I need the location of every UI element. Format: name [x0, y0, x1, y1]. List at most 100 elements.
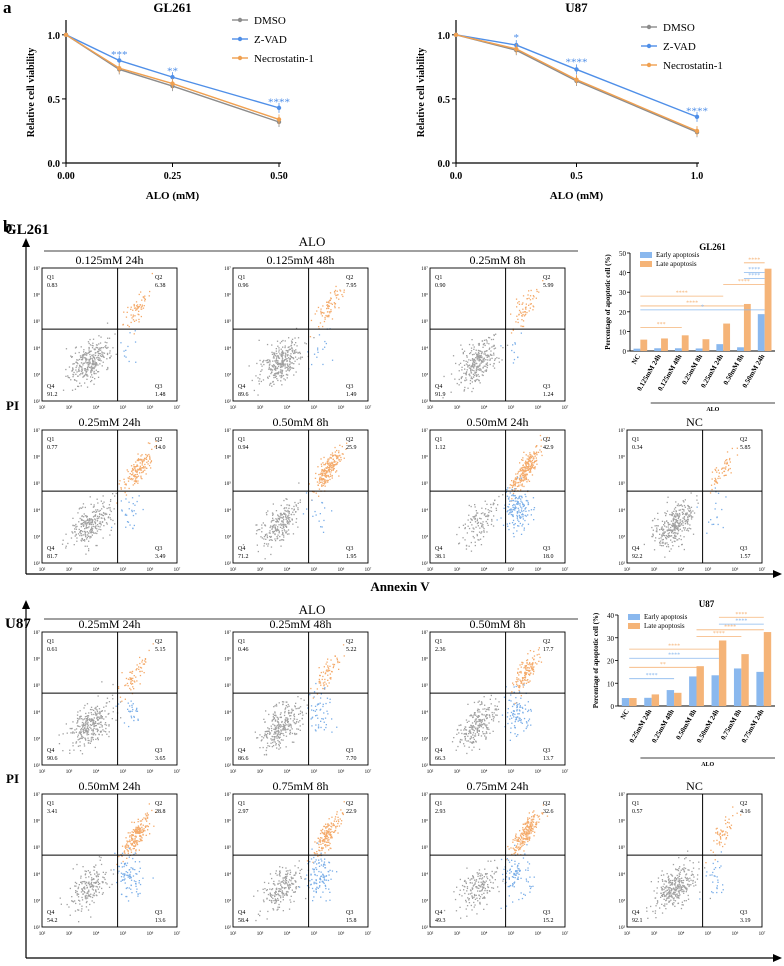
- cell-event-live: [100, 522, 102, 525]
- cell-event-early: [321, 526, 323, 528]
- cell-event-live: [485, 736, 487, 738]
- cell-event-live: [296, 358, 298, 361]
- cell-event-late: [327, 464, 330, 466]
- cell-event-late: [516, 683, 518, 685]
- cell-event-early: [311, 499, 313, 501]
- cell-event-late: [330, 454, 332, 456]
- y-tick-label: 10⁴: [33, 710, 40, 716]
- cell-event-late: [134, 470, 137, 472]
- cell-event-live: [476, 378, 478, 381]
- cell-event-late: [141, 659, 144, 661]
- cell-event-late: [332, 663, 334, 665]
- cell-event-live: [80, 734, 82, 736]
- cell-event-late: [335, 454, 337, 457]
- cell-event-late: [133, 303, 135, 306]
- cell-event-live: [107, 368, 109, 370]
- cell-event-late: [524, 676, 527, 678]
- cell-event-live: [285, 518, 287, 520]
- cell-event-live: [697, 502, 699, 504]
- cell-event-live: [460, 724, 462, 726]
- cell-event-live: [477, 359, 479, 361]
- cell-event-live: [98, 856, 101, 858]
- cell-event-early: [706, 532, 708, 534]
- cell-event-live: [111, 694, 114, 696]
- cell-event-live: [472, 361, 474, 363]
- cell-event-live: [278, 531, 280, 533]
- cell-event-live: [92, 519, 94, 521]
- quadrant-q1-label: Q1: [632, 437, 639, 443]
- x-tick-label: 10⁶: [338, 567, 345, 573]
- cell-event-live: [82, 376, 84, 378]
- cell-event-live: [285, 746, 287, 748]
- cell-event-late: [330, 457, 332, 459]
- cell-event-early: [121, 510, 123, 512]
- cell-event-live: [662, 538, 664, 541]
- cell-event-live: [485, 350, 488, 352]
- cell-event-live: [690, 515, 692, 517]
- cell-event-live: [670, 514, 672, 516]
- cell-event-live: [479, 355, 481, 357]
- cell-event-early: [123, 350, 125, 352]
- cell-event-late: [524, 311, 526, 313]
- cell-event-live: [91, 713, 93, 716]
- cell-event-live: [84, 881, 86, 883]
- flow-condition-label: NC: [686, 415, 703, 429]
- cell-event-live: [92, 732, 94, 734]
- cell-event-live: [85, 901, 88, 904]
- cell-event-late: [136, 828, 139, 830]
- cell-event-early: [512, 500, 514, 502]
- cell-event-late: [520, 672, 522, 674]
- cell-event-live: [89, 535, 91, 538]
- cell-event-live: [289, 723, 292, 725]
- cell-event-late: [524, 473, 526, 475]
- cell-event-live: [89, 742, 91, 744]
- cell-event-live: [655, 537, 657, 539]
- cell-event-late: [317, 484, 319, 486]
- cell-event-early: [520, 509, 523, 511]
- cell-event-live: [69, 887, 71, 890]
- cell-event-late: [329, 475, 332, 477]
- cell-event-late: [321, 479, 323, 481]
- cell-event-early: [514, 343, 516, 345]
- x-tick-label: 10⁶: [535, 567, 542, 573]
- cell-event-live: [305, 343, 307, 345]
- cell-event-late: [532, 464, 535, 466]
- cell-event-live: [292, 367, 295, 369]
- cell-event-live: [87, 727, 89, 730]
- x-tick-label: 10⁵: [120, 769, 127, 775]
- flow-condition-label: 0.25mM 8h: [469, 253, 525, 267]
- cell-event-live: [99, 358, 101, 360]
- cell-event-live: [681, 508, 684, 510]
- cell-event-late: [141, 818, 144, 821]
- cell-event-live: [104, 722, 107, 724]
- cell-event-late: [327, 665, 329, 667]
- x-tick-label: 10³: [454, 769, 461, 775]
- cell-event-live: [472, 737, 475, 739]
- cell-event-live: [97, 729, 99, 731]
- cell-event-live: [480, 522, 482, 524]
- y-tick-label: 10⁶: [224, 293, 231, 299]
- cell-event-live: [93, 878, 95, 880]
- cell-event-live: [275, 375, 277, 377]
- cell-event-live: [488, 722, 490, 724]
- cell-event-live: [488, 356, 490, 358]
- cell-event-late: [520, 478, 523, 480]
- cell-event-early: [518, 509, 520, 511]
- cell-event-live: [482, 536, 485, 538]
- cell-event-live: [468, 367, 471, 369]
- cell-event-live: [95, 372, 97, 375]
- cell-event-early: [315, 730, 317, 732]
- cell-event-live: [96, 894, 98, 897]
- cell-event-early: [124, 514, 126, 516]
- cell-event-early: [120, 500, 122, 502]
- y-tick-label: 1.0: [438, 31, 451, 42]
- cell-event-early: [519, 710, 521, 712]
- cell-event-late: [134, 466, 136, 468]
- cell-event-late: [522, 302, 524, 304]
- cell-event-late: [124, 491, 126, 494]
- cell-event-live: [285, 507, 288, 509]
- cell-event-early: [312, 709, 315, 712]
- cell-event-live: [470, 359, 472, 361]
- cell-event-late: [138, 310, 140, 312]
